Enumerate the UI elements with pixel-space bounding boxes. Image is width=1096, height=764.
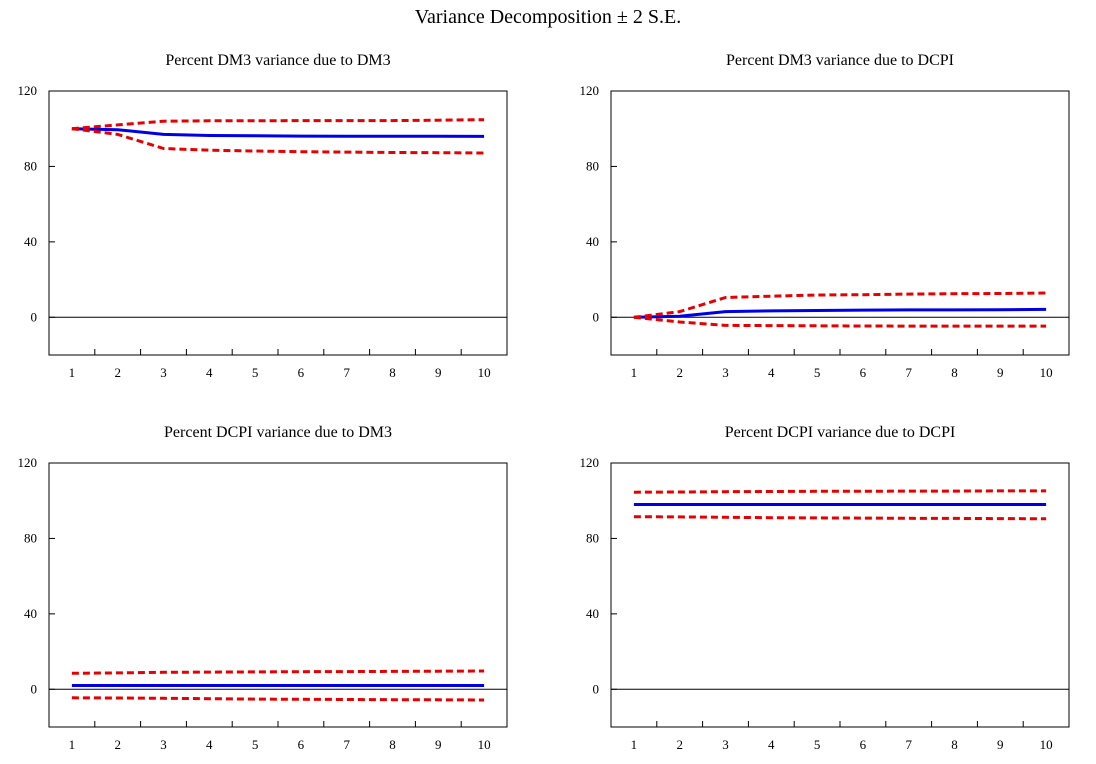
x-tick-label: 1 <box>69 737 76 752</box>
x-tick-label: 5 <box>252 737 259 752</box>
series-line-upper <box>71 118 485 131</box>
x-tick-label: 3 <box>722 737 729 752</box>
y-tick-label: 120 <box>18 83 38 98</box>
x-tick-label: 4 <box>768 365 775 380</box>
y-tick-label: 0 <box>593 309 600 324</box>
chart-panel-4: Percent DCPI variance due to DCPI0408012… <box>580 424 1070 752</box>
x-tick-label: 6 <box>298 737 305 752</box>
x-tick-label: 1 <box>69 365 76 380</box>
x-tick-label: 8 <box>389 737 396 752</box>
x-tick-label: 7 <box>343 737 350 752</box>
x-tick-label: 4 <box>206 737 213 752</box>
y-tick-label: 80 <box>24 158 37 173</box>
chart-title: Percent DM3 variance due to DCPI <box>726 52 954 69</box>
plot-frame <box>48 462 508 728</box>
y-tick-label: 0 <box>31 681 38 696</box>
x-tick-label: 10 <box>1040 737 1053 752</box>
x-tick-label: 3 <box>160 737 167 752</box>
x-tick-label: 8 <box>389 365 396 380</box>
chart-panel-1: Percent DM3 variance due to DM3 0 40 80 120 1… <box>18 52 508 380</box>
series-line-lower <box>71 696 485 702</box>
x-tick-label: 5 <box>252 365 259 380</box>
y-tick-label: 80 <box>586 158 599 173</box>
y-tick-label: 120 <box>580 455 600 470</box>
y-tick-label: 80 <box>24 530 37 545</box>
x-tick-label: 2 <box>114 737 121 752</box>
x-tick-label: 10 <box>478 365 491 380</box>
y-tick-label: 0 <box>31 309 38 324</box>
series-line-upper <box>633 291 1047 319</box>
y-tick-label: 120 <box>18 455 38 470</box>
y-tick-label: 40 <box>24 606 37 621</box>
x-tick-label: 3 <box>722 365 729 380</box>
x-tick-label: 7 <box>905 737 912 752</box>
x-tick-label: 1 <box>631 737 638 752</box>
y-tick-label: 80 <box>586 530 599 545</box>
x-tick-label: 2 <box>676 365 683 380</box>
x-tick-label: 9 <box>997 737 1004 752</box>
y-tick-label: 120 <box>580 83 600 98</box>
x-tick-label: 4 <box>768 737 775 752</box>
x-tick-label: 6 <box>860 365 867 380</box>
x-tick-label: 1 <box>631 365 638 380</box>
series-line-lower <box>633 315 1047 328</box>
x-tick-label: 8 <box>951 365 958 380</box>
chart-panel-2: Percent DM3 variance due to DCPI 0 40 80 120… <box>580 52 1070 380</box>
x-tick-label: 2 <box>676 737 683 752</box>
x-tick-label: 4 <box>206 365 213 380</box>
x-tick-label: 10 <box>478 737 491 752</box>
y-tick-label: 0 <box>593 681 600 696</box>
y-tick-label: 40 <box>24 234 37 249</box>
x-tick-label: 7 <box>343 365 350 380</box>
x-tick-label: 8 <box>951 737 958 752</box>
chart-title: Percent DM3 variance due to DM3 <box>165 52 390 69</box>
x-tick-label: 7 <box>905 365 912 380</box>
y-tick-label: 40 <box>586 606 599 621</box>
plot-frame <box>610 462 1070 728</box>
x-tick-label: 9 <box>435 365 442 380</box>
x-tick-label: 5 <box>814 365 821 380</box>
chart-title: Percent DCPI variance due to DCPI <box>725 424 956 441</box>
x-tick-label: 3 <box>160 365 167 380</box>
series-line-estimate <box>633 307 1047 319</box>
x-tick-label: 9 <box>997 365 1004 380</box>
x-tick-label: 6 <box>298 365 305 380</box>
page-title: Variance Decomposition ± 2 S.E. <box>414 6 682 28</box>
x-tick-label: 2 <box>114 365 121 380</box>
chart-title: Percent DCPI variance due to DM3 <box>164 424 392 441</box>
series-line-upper <box>71 669 485 675</box>
x-tick-label: 10 <box>1040 365 1053 380</box>
series-line-lower <box>71 127 485 155</box>
chart-panel-3: Percent DCPI variance due to DM3 0 40 80 120… <box>18 424 508 752</box>
x-tick-label: 6 <box>860 737 867 752</box>
y-tick-label: 40 <box>586 234 599 249</box>
x-tick-label: 5 <box>814 737 821 752</box>
series-line-lower <box>633 515 1047 521</box>
x-tick-label: 9 <box>435 737 442 752</box>
series-line-upper <box>633 489 1047 494</box>
series-line-estimate <box>71 127 485 138</box>
